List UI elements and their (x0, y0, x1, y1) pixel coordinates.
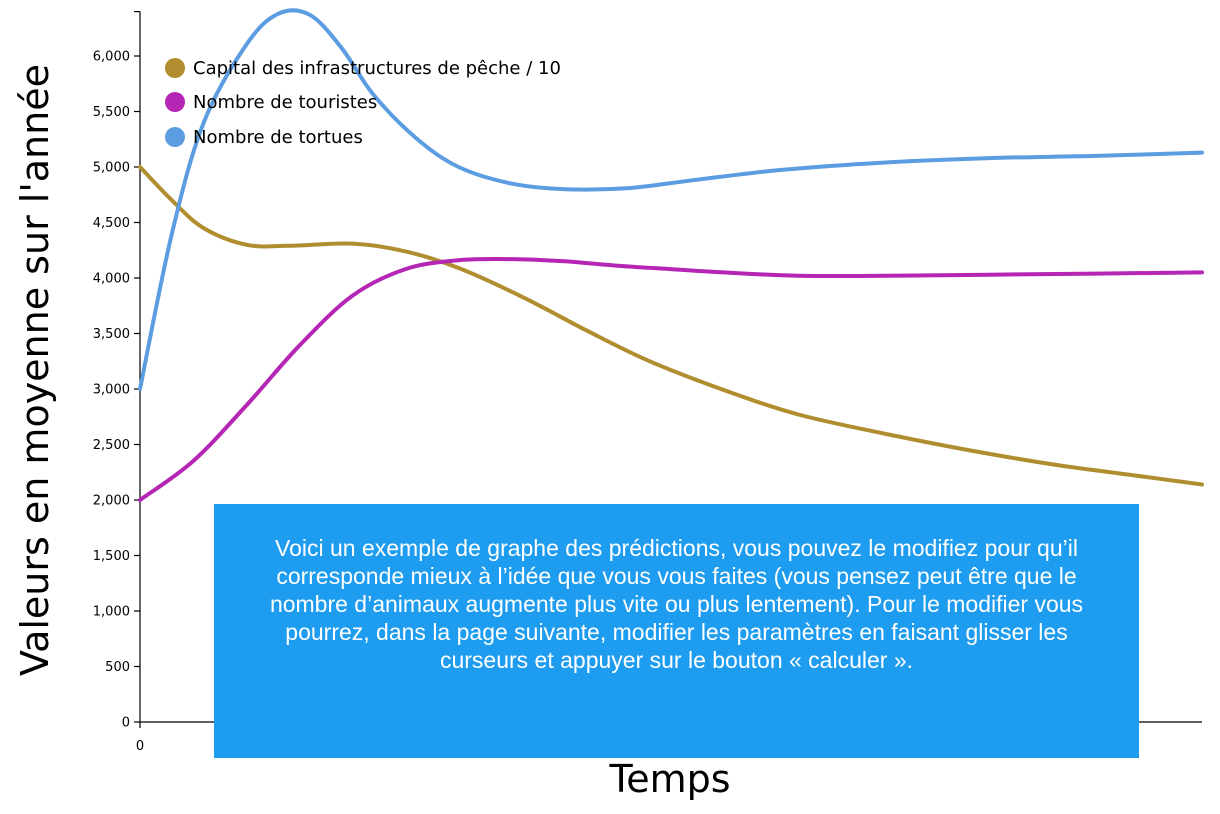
info-callout: Voici un exemple de graphe des prédictio… (214, 504, 1139, 758)
legend-swatch (165, 127, 185, 147)
legend-item-capital: Capital des infrastructures de pêche / 1… (165, 58, 561, 79)
y-tick-label: 6,000 (93, 50, 130, 65)
legend-item-tortues: Nombre de tortues (165, 127, 363, 148)
legend: Capital des infrastructures de pêche / 1… (165, 58, 561, 148)
y-tick-label: 3,000 (93, 383, 130, 398)
chart-lines (138, 8, 1204, 502)
legend-label: Capital des infrastructures de pêche / 1… (193, 58, 561, 79)
y-tick-label: 1,500 (93, 549, 130, 564)
legend-item-touristes: Nombre de touristes (165, 92, 377, 113)
series-line-capital (138, 165, 1204, 487)
info-callout-text: Voici un exemple de graphe des prédictio… (269, 535, 1084, 673)
y-tick-label: 4,000 (93, 272, 130, 287)
y-tick-label: 2,500 (93, 438, 130, 453)
y-axis: 0 500 1,000 1,500 2,000 2,500 3,000 3,500 4,000 4… (93, 11, 141, 731)
legend-swatch (165, 92, 185, 112)
y-axis-label: Valeurs en moyenne sur l'année (13, 64, 57, 676)
y-tick-label: 500 (105, 660, 130, 675)
x-tick-label: 0 (136, 739, 144, 754)
y-tick-label: 3,500 (93, 327, 130, 342)
y-tick-label: 1,000 (93, 605, 130, 620)
legend-swatch (165, 58, 185, 78)
y-tick-label: 4,500 (93, 216, 130, 231)
y-tick-label: 5,500 (93, 105, 130, 120)
y-tick-label: 0 (122, 716, 130, 731)
series-line-touristes (138, 256, 1204, 502)
y-tick-label: 5,000 (93, 161, 130, 176)
legend-label: Nombre de tortues (193, 127, 363, 148)
y-tick-label: 2,000 (93, 494, 130, 509)
x-axis-label: Temps (608, 757, 730, 801)
legend-label: Nombre de touristes (193, 92, 377, 113)
series-line-tortues (138, 8, 1204, 391)
